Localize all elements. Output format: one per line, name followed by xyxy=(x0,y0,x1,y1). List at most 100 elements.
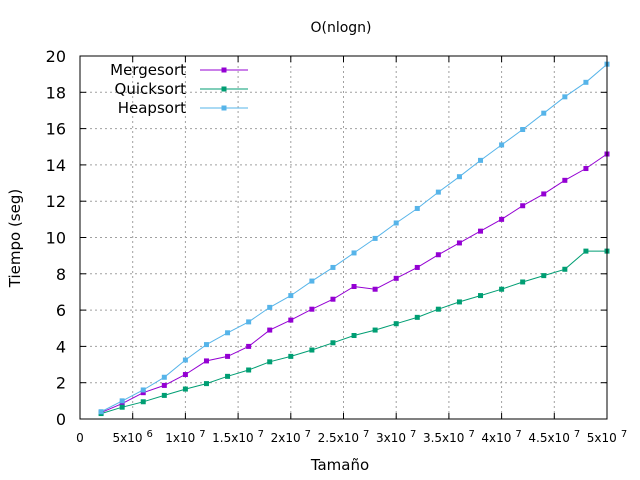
series-line xyxy=(100,250,607,415)
data-point xyxy=(456,299,462,305)
data-point xyxy=(309,306,315,312)
data-point xyxy=(562,94,568,100)
series-lines xyxy=(98,61,610,417)
y-axis-label: Tiempo (seg) xyxy=(6,189,24,288)
data-point xyxy=(520,279,526,285)
data-point xyxy=(98,409,104,415)
y-tick-label: 8 xyxy=(56,265,66,284)
data-point xyxy=(393,220,399,226)
data-point xyxy=(478,293,484,299)
data-point xyxy=(583,248,589,254)
x-tick-label-exponent: 7 xyxy=(305,429,311,440)
data-point xyxy=(499,142,505,148)
x-tick-label-base: 2.5x10 xyxy=(318,431,359,445)
y-tick-label: 2 xyxy=(56,374,66,393)
data-point xyxy=(182,386,188,392)
data-point xyxy=(140,387,146,393)
y-tick-label: 0 xyxy=(56,410,66,429)
legend-label: Mergesort xyxy=(110,61,186,79)
data-point xyxy=(246,319,252,325)
data-point xyxy=(393,321,399,327)
data-point xyxy=(161,382,167,388)
data-point xyxy=(182,372,188,378)
x-tick-label: 0 xyxy=(76,431,84,445)
data-point xyxy=(309,278,315,284)
data-point xyxy=(414,205,420,211)
data-point xyxy=(225,353,231,359)
data-point xyxy=(372,286,378,292)
data-point xyxy=(435,189,441,195)
data-point xyxy=(119,404,125,410)
data-point xyxy=(288,353,294,359)
x-tick-label-base: 4x10 xyxy=(481,431,511,445)
data-point xyxy=(288,317,294,323)
x-axis-label: Tamaño xyxy=(310,456,369,474)
x-tick-label-base: 3.5x10 xyxy=(423,431,464,445)
series-line xyxy=(100,153,608,414)
data-point xyxy=(246,343,252,349)
data-point xyxy=(499,216,505,222)
x-tick-label: 4x10 7 xyxy=(481,429,521,445)
data-point xyxy=(351,250,357,256)
data-point xyxy=(499,286,505,292)
data-point xyxy=(541,273,547,279)
x-tick-label: 5x10 7 xyxy=(587,429,627,445)
x-tick-label-exponent: 7 xyxy=(199,429,205,440)
y-tick-label: 12 xyxy=(46,192,66,211)
data-point xyxy=(309,347,315,353)
x-tick-label-exponent: 7 xyxy=(258,429,264,440)
data-point xyxy=(435,306,441,312)
data-point xyxy=(225,330,231,336)
x-tick-label-base: 2x10 xyxy=(271,431,301,445)
data-point xyxy=(541,110,547,116)
data-point xyxy=(414,314,420,320)
x-tick-label-base: 3x10 xyxy=(376,431,406,445)
legend-swatch-marker xyxy=(221,67,227,73)
data-point xyxy=(161,374,167,380)
x-tick-label-exponent: 7 xyxy=(363,429,369,440)
y-tick-label: 20 xyxy=(46,47,66,66)
data-point xyxy=(203,381,209,387)
legend-label: Heapsort xyxy=(118,99,186,117)
y-tick-label: 10 xyxy=(46,229,66,248)
data-point xyxy=(119,401,125,407)
x-tick-label-exponent: 6 xyxy=(147,429,153,440)
data-point xyxy=(435,252,441,258)
data-point xyxy=(583,79,589,85)
x-tick-label-exponent: 7 xyxy=(574,429,580,440)
legend-swatch-marker xyxy=(221,105,227,111)
x-tick-label: 5x10 6 xyxy=(113,429,153,445)
x-tick-label: 3.5x10 7 xyxy=(423,429,475,445)
y-tick-label: 18 xyxy=(46,83,66,102)
data-point xyxy=(140,390,146,396)
x-tick-label: 4.5x10 7 xyxy=(528,429,580,445)
x-tick-label: 2x10 7 xyxy=(271,429,311,445)
data-point xyxy=(520,127,526,133)
legend-swatch-marker xyxy=(221,86,227,92)
plot-frame xyxy=(79,55,608,420)
series-mergesort xyxy=(98,151,610,416)
x-tick-label-exponent: 7 xyxy=(410,429,416,440)
data-point xyxy=(246,367,252,373)
data-point xyxy=(182,357,188,363)
y-ticks: 0 2 4 6 8 10 12 14 16 18 20 xyxy=(46,47,607,429)
data-point xyxy=(372,235,378,241)
data-point xyxy=(119,398,125,404)
data-point xyxy=(351,333,357,339)
data-point xyxy=(330,264,336,270)
x-tick-label: 2.5x10 7 xyxy=(318,429,370,445)
data-point xyxy=(225,373,231,379)
x-tick-label-base: 0 xyxy=(76,431,84,445)
data-point xyxy=(203,358,209,364)
y-tick-label: 4 xyxy=(56,337,66,356)
x-tick-label-exponent: 7 xyxy=(515,429,521,440)
x-tick-label-base: 5x10 xyxy=(113,431,143,445)
data-point xyxy=(161,392,167,398)
data-point xyxy=(456,240,462,246)
data-point xyxy=(288,293,294,299)
x-tick-label-base: 1x10 xyxy=(165,431,195,445)
x-tick-label-exponent: 7 xyxy=(621,429,627,440)
y-tick-label: 6 xyxy=(56,301,66,320)
x-tick-label-exponent: 7 xyxy=(468,429,474,440)
